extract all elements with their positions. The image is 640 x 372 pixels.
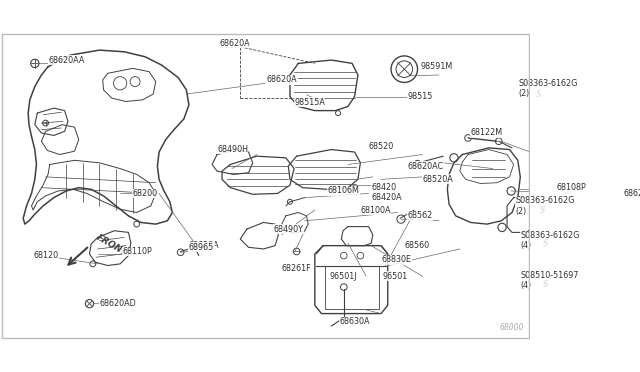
Text: 68108P: 68108P [557, 183, 586, 192]
Text: 68110P: 68110P [123, 247, 152, 256]
Text: S08363-6162G
(2): S08363-6162G (2) [515, 196, 575, 216]
Text: S08363-6162G
(2): S08363-6162G (2) [518, 78, 578, 98]
Text: S: S [536, 90, 541, 99]
Text: 68120: 68120 [33, 251, 58, 260]
Text: 68200: 68200 [132, 189, 157, 198]
Text: 68261F: 68261F [282, 263, 311, 273]
Text: 68620A: 68620A [189, 241, 220, 250]
Text: 68100A: 68100A [360, 205, 391, 215]
Text: 68490H: 68490H [217, 145, 248, 154]
Text: 96501: 96501 [383, 272, 408, 281]
Text: 68420A: 68420A [371, 193, 402, 202]
Text: 68830E: 68830E [381, 255, 411, 264]
Text: 68620A: 68620A [267, 76, 298, 84]
Text: 68620A: 68620A [220, 39, 250, 48]
Text: 68630A: 68630A [340, 317, 370, 326]
Text: 96501J: 96501J [330, 272, 357, 281]
Text: 68562: 68562 [408, 211, 433, 220]
Text: 68520: 68520 [369, 142, 394, 151]
Text: 68520A: 68520A [422, 175, 453, 184]
Text: 98591M: 98591M [421, 62, 453, 71]
Text: 68620AA: 68620AA [48, 55, 84, 65]
Text: 68000: 68000 [499, 323, 524, 332]
Text: 68620AC: 68620AC [408, 161, 444, 171]
Text: 68965: 68965 [189, 243, 214, 252]
Text: FRONT: FRONT [95, 233, 129, 258]
Text: S08363-6162G
(4): S08363-6162G (4) [520, 231, 580, 250]
Text: 68620: 68620 [623, 189, 640, 198]
Text: 68560: 68560 [404, 241, 429, 250]
Text: S: S [542, 280, 548, 289]
Text: 68106M: 68106M [327, 186, 359, 195]
Text: 68620AD: 68620AD [99, 299, 136, 308]
Text: 98515A: 98515A [294, 98, 325, 107]
Text: 68490Y: 68490Y [273, 225, 303, 234]
Text: S: S [540, 205, 545, 215]
Text: 68122M: 68122M [470, 128, 502, 138]
Text: S: S [542, 239, 548, 248]
Text: 98515: 98515 [408, 92, 433, 101]
Text: S08510-51697
(4): S08510-51697 (4) [520, 271, 579, 290]
Text: 68420: 68420 [371, 183, 396, 192]
